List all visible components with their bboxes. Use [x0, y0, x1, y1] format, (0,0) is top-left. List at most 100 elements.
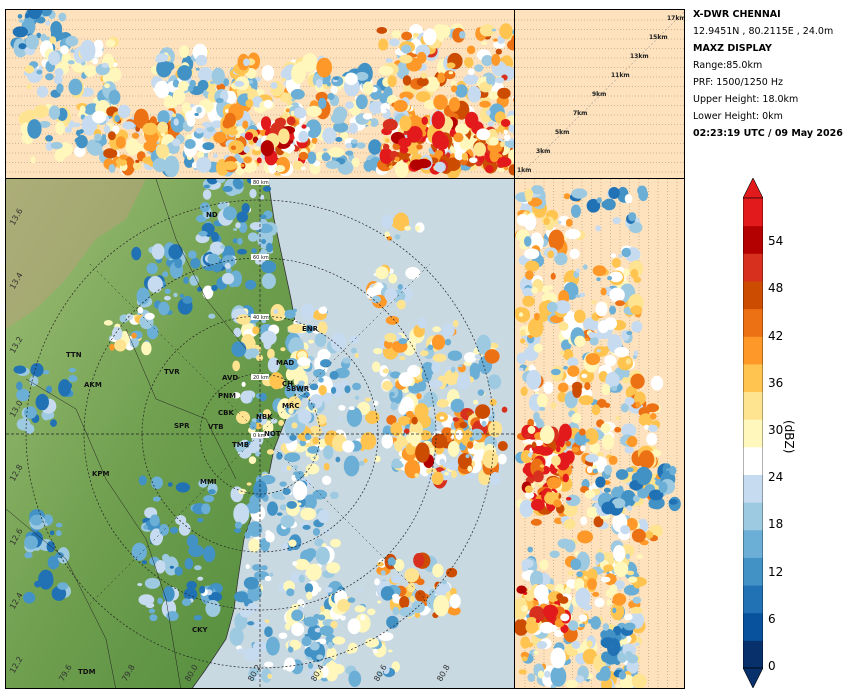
echo-cell: [549, 550, 560, 559]
echo-cell: [168, 62, 175, 71]
echo-cell: [576, 571, 583, 578]
district-boundary: [125, 328, 237, 480]
echo-cell: [387, 649, 393, 653]
echo-cell: [481, 55, 494, 67]
echo-cell: [585, 454, 599, 463]
echo-cell: [305, 119, 322, 139]
echo-cell: [316, 654, 324, 660]
echo-cell: [300, 166, 306, 171]
echo-cell: [62, 62, 67, 66]
echo-cell: [513, 97, 514, 102]
echo-cell: [441, 579, 447, 585]
echo-cell: [546, 477, 562, 489]
echo-cell: [233, 228, 238, 231]
echo-cell: [393, 99, 408, 113]
echo-cell: [151, 476, 163, 490]
echo-cell: [234, 591, 249, 603]
echo-cell: [446, 152, 451, 159]
echo-cell: [520, 338, 526, 344]
echo-cell: [249, 188, 257, 199]
echo-cell: [297, 409, 312, 424]
echo-cell: [195, 127, 204, 134]
echo-cell: [144, 312, 155, 320]
echo-cell: [444, 369, 459, 386]
echo-cell: [593, 516, 604, 528]
echo-cell: [539, 425, 555, 444]
echo-cell: [591, 404, 601, 416]
echo-cell: [309, 383, 319, 391]
echo-cell: [377, 671, 383, 678]
echo-cell: [354, 353, 359, 358]
echo-cell: [101, 62, 109, 68]
echo-cell: [612, 544, 626, 562]
echo-cell: [25, 13, 30, 19]
echo-cell: [618, 254, 624, 258]
echo-cell: [467, 85, 482, 103]
echo-cell: [303, 472, 309, 477]
echo-cell: [186, 580, 197, 590]
echo-cell: [455, 123, 470, 136]
echo-cell: [531, 185, 544, 195]
echo-cell: [522, 287, 534, 297]
echo-cell: [447, 440, 460, 457]
echo-cell: [156, 143, 170, 159]
echo-cell: [300, 507, 317, 521]
echo-cell: [624, 446, 634, 454]
echo-cell: [125, 313, 134, 321]
height-diagonal: [516, 11, 684, 178]
echo-cell: [423, 347, 435, 359]
radar-map-panel[interactable]: 80 km 60 km 40 km 20 km 0 km 13.6 13.4 13.2 13.0…: [5, 178, 515, 689]
echo-cell: [411, 600, 425, 614]
echo-cell: [276, 452, 283, 460]
echo-cell: [255, 451, 261, 457]
echo-cell: [235, 441, 246, 453]
echo-cell: [566, 578, 577, 589]
echo-cell: [345, 130, 351, 134]
echo-cell: [624, 396, 635, 406]
echo-cell: [405, 410, 414, 418]
echo-cell: [595, 552, 605, 563]
echo-cell: [348, 122, 358, 134]
echo-cell: [269, 372, 284, 390]
echo-cell: [570, 204, 581, 218]
echo-cell: [579, 623, 586, 628]
echo-cell: [568, 620, 579, 631]
echo-cell: [201, 503, 211, 515]
radar-range: Range:85.0km: [693, 60, 763, 71]
echo-cell: [521, 656, 528, 662]
echo-cell: [239, 608, 252, 618]
echo-cell: [244, 279, 257, 290]
echo-cell: [575, 294, 581, 298]
echo-cell: [18, 43, 27, 50]
echo-cell: [175, 482, 191, 493]
echo-cell: [323, 445, 334, 460]
echo-cell: [596, 333, 603, 338]
echo-cell: [373, 648, 378, 654]
echo-cell: [571, 446, 580, 453]
echo-cell: [586, 198, 601, 213]
echo-cell: [521, 559, 534, 569]
echo-cell: [643, 424, 650, 430]
echo-cell: [447, 460, 461, 471]
colorbar-segment: [743, 474, 763, 503]
echo-cell: [625, 651, 633, 657]
echo-cell: [526, 369, 542, 390]
echo-cell: [479, 24, 496, 37]
echo-cell: [397, 284, 403, 290]
echo-cell: [360, 432, 377, 450]
echo-cell: [237, 237, 243, 245]
echo-cell: [202, 285, 214, 300]
echo-cell: [596, 349, 601, 353]
echo-cell: [224, 112, 236, 128]
echo-cell: [586, 568, 598, 583]
echo-cell: [629, 221, 643, 234]
echo-cell: [392, 606, 400, 616]
echo-cell: [445, 157, 461, 172]
echo-cell: [177, 65, 192, 81]
echo-cell: [444, 338, 452, 346]
echo-cell: [184, 111, 194, 120]
echo-cell: [446, 567, 458, 578]
radar-info: X-DWR CHENNAI 12.9451N , 80.2115E , 24.0…: [693, 6, 853, 142]
echo-cell: [264, 99, 273, 109]
